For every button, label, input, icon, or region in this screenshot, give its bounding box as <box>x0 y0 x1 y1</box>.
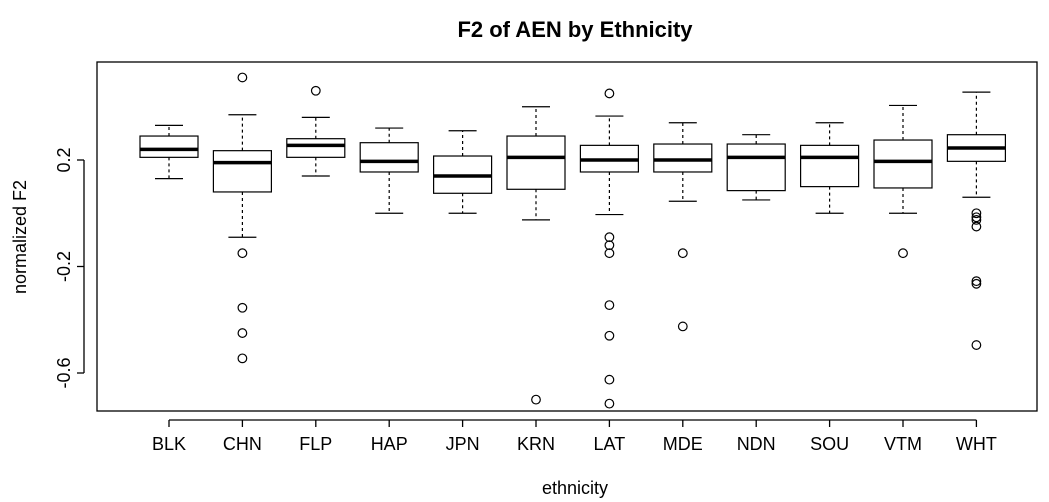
outlier-point <box>971 278 982 289</box>
plot-frame <box>96 61 1038 412</box>
boxes-layer <box>139 72 1007 409</box>
outlier-point <box>604 300 615 311</box>
outlier-point <box>677 321 688 332</box>
box-ndn <box>726 134 786 201</box>
outlier-point <box>604 374 615 385</box>
x-tick-label: CHN <box>223 434 262 454</box>
box-flp <box>286 85 346 177</box>
outlier-point <box>604 398 615 409</box>
outlier-point <box>677 248 688 259</box>
outlier-point <box>971 221 982 232</box>
outlier-point <box>604 240 615 251</box>
y-tick-label: -0.6 <box>54 357 74 388</box>
outlier-point <box>531 394 541 405</box>
box-krn <box>506 106 566 405</box>
box-chn <box>212 72 272 364</box>
x-tick-label: VTM <box>884 434 922 454</box>
outlier-point <box>604 248 615 259</box>
box-sou <box>799 122 860 214</box>
x-tick-label: MDE <box>663 434 703 454</box>
x-tick-label: BLK <box>152 434 186 454</box>
box-mde <box>653 122 713 332</box>
y-axis: -0.6 -0.2 0.2 <box>54 147 85 389</box>
box-lat <box>579 88 640 409</box>
y-axis-label: normalized F2 <box>10 180 30 294</box>
iqr-box <box>286 138 346 158</box>
iqr-box <box>212 150 272 193</box>
outlier-point <box>971 276 982 287</box>
outlier-point <box>971 215 982 225</box>
iqr-box <box>726 143 786 192</box>
box-hap <box>359 127 419 214</box>
iqr-box <box>799 144 860 188</box>
iqr-box <box>359 142 419 173</box>
box-jpn <box>433 130 493 214</box>
iqr-box <box>506 135 566 190</box>
x-tick-label: NDN <box>737 434 776 454</box>
x-axis: BLK CHN FLP HAP JPN KRN LAT MDE NDN SOU VTM WHT <box>152 419 997 454</box>
outlier-point <box>237 353 248 364</box>
x-tick-label: LAT <box>594 434 626 454</box>
x-tick-label: KRN <box>517 434 555 454</box>
iqr-box <box>873 139 933 189</box>
x-tick-label: JPN <box>446 434 480 454</box>
x-tick-label: SOU <box>810 434 849 454</box>
outlier-point <box>971 212 982 223</box>
outlier-point <box>604 232 615 243</box>
outlier-point <box>237 302 248 313</box>
outlier-point <box>971 208 982 219</box>
chart-title: F2 of AEN by Ethnicity <box>457 17 693 42</box>
box-wht <box>946 91 1007 350</box>
outlier-point <box>898 248 908 259</box>
x-tick-label: WHT <box>956 434 997 454</box>
outlier-point <box>604 88 615 99</box>
iqr-box <box>139 135 199 158</box>
outlier-point <box>604 330 615 341</box>
outlier-point <box>237 328 248 338</box>
iqr-box <box>653 143 713 173</box>
x-axis-label: ethnicity <box>542 478 608 498</box>
box-vtm <box>873 104 933 259</box>
outlier-point <box>237 248 248 259</box>
outlier-point <box>310 85 321 96</box>
x-tick-label: FLP <box>299 434 332 454</box>
y-tick-label: 0.2 <box>54 147 74 172</box>
x-tick-label: HAP <box>371 434 408 454</box>
outlier-point <box>971 340 982 350</box>
outlier-point <box>237 72 248 83</box>
box-blk <box>139 124 199 180</box>
y-tick-label: -0.2 <box>54 251 74 282</box>
